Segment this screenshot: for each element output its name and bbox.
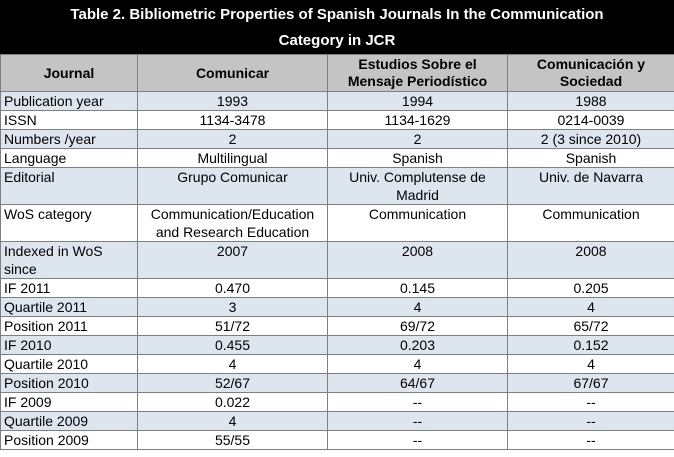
table-row: IF 2010 0.455 0.203 0.152 — [0, 335, 674, 355]
row-label: IF 2009 — [0, 392, 138, 412]
row-label: Language — [0, 148, 138, 168]
table-cell: Spanish — [507, 148, 674, 168]
column-header: Comunicar — [137, 54, 328, 92]
table-cell: 4 — [327, 297, 508, 317]
table: Journal Comunicar Estudios Sobre el Mensaj… — [0, 54, 674, 450]
table-cell: 2008 — [327, 241, 508, 279]
table-cell: 0.022 — [137, 392, 328, 412]
table-cell: 0214-0039 — [507, 110, 674, 130]
row-label: Position 2011 — [0, 316, 138, 336]
table-cell: Univ. Complutense de Madrid — [327, 167, 508, 205]
table-cell: -- — [327, 392, 508, 412]
table-cell: 65/72 — [507, 316, 674, 336]
table-cell: 1134-1629 — [327, 110, 508, 130]
table-cell: 2 — [137, 129, 328, 149]
table-title: Table 2. Bibliometric Properties of Span… — [0, 0, 674, 54]
row-label: Publication year — [0, 91, 138, 111]
table-cell: 0.470 — [137, 278, 328, 298]
row-label: Indexed in WoS since — [0, 241, 138, 279]
table-cell: 2 (3 since 2010) — [507, 129, 674, 149]
table-row: Indexed in WoS since 2007 2008 2008 — [0, 241, 674, 279]
table-cell: Multilingual — [137, 148, 328, 168]
table-row: Publication year 1993 1994 1988 — [0, 91, 674, 111]
row-label: Quartile 2011 — [0, 297, 138, 317]
table-row: Quartile 2009 4 -- -- — [0, 411, 674, 431]
table-cell: 1988 — [507, 91, 674, 111]
table-cell: 64/67 — [327, 373, 508, 393]
table-cell: 67/67 — [507, 373, 674, 393]
row-label: Position 2010 — [0, 373, 138, 393]
table-cell: 52/67 — [137, 373, 328, 393]
table-cell: 2008 — [507, 241, 674, 279]
table-row: Language Multilingual Spanish Spanish — [0, 148, 674, 168]
table-cell: 1993 — [137, 91, 328, 111]
table-cell: 55/55 — [137, 430, 328, 450]
table-cell: -- — [507, 430, 674, 450]
table-cell: Communication/Education and Research Edu… — [137, 204, 328, 242]
table-row: ISSN 1134-3478 1134-1629 0214-0039 — [0, 110, 674, 130]
table-body: Publication year 1993 1994 1988 ISSN 1134-347… — [0, 91, 674, 450]
table-cell: -- — [327, 430, 508, 450]
table-cell: 0.152 — [507, 335, 674, 355]
table-cell: Grupo Comunicar — [137, 167, 328, 205]
table-cell: 0.203 — [327, 335, 508, 355]
table-row: Numbers /year 2 2 2 (3 since 2010) — [0, 129, 674, 149]
row-label: ISSN — [0, 110, 138, 130]
table-row: WoS category Communication/Education and … — [0, 204, 674, 242]
table-row: Quartile 2010 4 4 4 — [0, 354, 674, 374]
table-row: Position 2009 55/55 -- -- — [0, 430, 674, 450]
row-label: IF 2010 — [0, 335, 138, 355]
table-cell: 4 — [137, 354, 328, 374]
table-cell: Communication — [327, 204, 508, 242]
row-label: Editorial — [0, 167, 138, 205]
table-row: Position 2011 51/72 69/72 65/72 — [0, 316, 674, 336]
row-label: Position 2009 — [0, 430, 138, 450]
table-cell: 4 — [507, 354, 674, 374]
row-label: IF 2011 — [0, 278, 138, 298]
row-label: Numbers /year — [0, 129, 138, 149]
column-header: Journal — [0, 54, 138, 92]
table-cell: 51/72 — [137, 316, 328, 336]
row-label: WoS category — [0, 204, 138, 242]
table-cell: -- — [507, 411, 674, 431]
table-cell: 3 — [137, 297, 328, 317]
table-cell: -- — [327, 411, 508, 431]
table-cell: 69/72 — [327, 316, 508, 336]
table-cell: 4 — [137, 411, 328, 431]
table-cell: 0.455 — [137, 335, 328, 355]
table-cell: 1994 — [327, 91, 508, 111]
table-cell: Communication — [507, 204, 674, 242]
table-row: Editorial Grupo Comunicar Univ. Complutens… — [0, 167, 674, 205]
table-cell: 2 — [327, 129, 508, 149]
table-row: Quartile 2011 3 4 4 — [0, 297, 674, 317]
table-row: Position 2010 52/67 64/67 67/67 — [0, 373, 674, 393]
table-cell: 0.205 — [507, 278, 674, 298]
column-header: Estudios Sobre el Mensaje Periodístico — [327, 54, 508, 92]
table-cell: Univ. de Navarra — [507, 167, 674, 205]
row-label: Quartile 2009 — [0, 411, 138, 431]
table-cell: Spanish — [327, 148, 508, 168]
column-header: Comunicación y Sociedad — [507, 54, 674, 92]
table-row: IF 2009 0.022 -- -- — [0, 392, 674, 412]
table-cell: 0.145 — [327, 278, 508, 298]
table-cell: 1134-3478 — [137, 110, 328, 130]
table-row: IF 2011 0.470 0.145 0.205 — [0, 278, 674, 298]
table-cell: 4 — [327, 354, 508, 374]
row-label: Quartile 2010 — [0, 354, 138, 374]
table-cell: 2007 — [137, 241, 328, 279]
header-row: Journal Comunicar Estudios Sobre el Mensaj… — [0, 54, 674, 92]
table-cell: 4 — [507, 297, 674, 317]
table-cell: -- — [507, 392, 674, 412]
